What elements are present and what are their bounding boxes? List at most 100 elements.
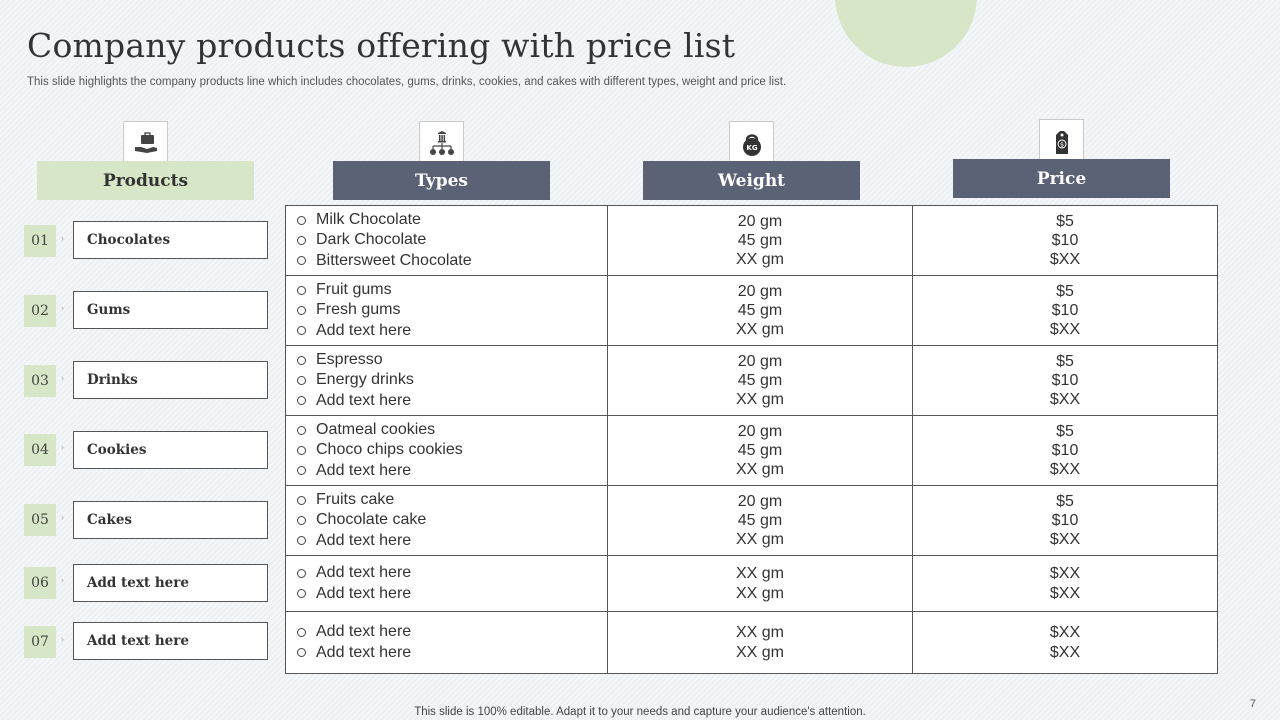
weight-value: 20 gm <box>737 422 783 440</box>
weight-value: XX gm <box>735 251 784 269</box>
bullet-icon <box>297 326 306 336</box>
product-label: Gums <box>73 291 268 329</box>
product-label: Cakes <box>73 501 268 539</box>
price-cell: $5 $10 $XX <box>912 485 1218 556</box>
page-number: 7 <box>1249 698 1256 710</box>
type-item: Fresh gums <box>316 301 401 319</box>
arrow-icon: › <box>61 512 64 522</box>
types-cell: Oatmeal cookies Choco chips cookies Add … <box>285 415 608 486</box>
type-item: Bittersweet Chocolate <box>316 251 472 269</box>
product-number: 02 <box>24 295 56 327</box>
price-value: $5 <box>1056 422 1074 440</box>
weight-value: XX gm <box>735 461 784 479</box>
weight-value: XX gm <box>735 643 784 661</box>
bullet-icon <box>297 515 306 525</box>
weight-cell: 20 gm 45 gm XX gm <box>607 345 913 416</box>
price-value: $10 <box>1051 371 1079 389</box>
price-value: $XX <box>1049 391 1081 409</box>
price-value: $10 <box>1051 231 1079 249</box>
product-label: Add text here <box>73 564 268 602</box>
bullet-icon <box>297 568 306 578</box>
page-title: Company products offering with price lis… <box>27 26 736 65</box>
table-row: Milk Chocolate Dark Chocolate Bitterswee… <box>285 205 1218 276</box>
price-header: Price <box>953 159 1170 198</box>
price-cell: $5 $10 $XX <box>912 415 1218 486</box>
hand-briefcase-icon <box>123 121 168 166</box>
type-item: Energy drinks <box>316 371 414 389</box>
price-value: $5 <box>1056 492 1074 510</box>
price-cell: $XX $XX <box>912 611 1218 674</box>
price-value: $XX <box>1049 624 1081 642</box>
weight-cell: XX gm XX gm <box>607 611 913 674</box>
type-item: Add text here <box>316 461 412 479</box>
arrow-icon: › <box>61 634 64 644</box>
bullet-icon <box>297 375 306 385</box>
weight-value: XX gm <box>735 531 784 549</box>
price-table: Milk Chocolate Dark Chocolate Bitterswee… <box>285 205 1218 674</box>
price-cell: $XX $XX <box>912 555 1218 612</box>
price-value: $5 <box>1056 212 1074 230</box>
type-item: Add text here <box>316 564 412 582</box>
types-cell: Espresso Energy drinks Add text here <box>285 345 608 416</box>
weight-cell: 20 gm 45 gm XX gm <box>607 485 913 556</box>
weight-cell: XX gm XX gm <box>607 555 913 612</box>
arrow-icon: › <box>61 575 64 585</box>
product-number: 07 <box>24 626 56 658</box>
weight-header: Weight <box>643 161 860 200</box>
product-label: Cookies <box>73 431 268 469</box>
arrow-icon: › <box>61 233 64 243</box>
bullet-icon <box>297 355 306 365</box>
type-item: Chocolate cake <box>316 511 427 529</box>
type-item: Add text here <box>316 643 412 661</box>
bullet-icon <box>297 215 306 225</box>
table-row: Add text here Add text here XX gm XX gm … <box>285 555 1218 612</box>
hierarchy-icon <box>419 121 464 166</box>
type-item: Fruit gums <box>316 281 392 299</box>
product-label: Drinks <box>73 361 268 399</box>
weight-value: XX gm <box>735 391 784 409</box>
type-item: Add text here <box>316 531 412 549</box>
kettlebell-icon: KG <box>729 121 774 166</box>
weight-value: 45 gm <box>737 371 783 389</box>
bullet-icon <box>297 305 306 315</box>
arrow-icon: › <box>61 442 64 452</box>
table-row: Fruit gums Fresh gums Add text here 20 g… <box>285 275 1218 346</box>
weight-cell: 20 gm 45 gm XX gm <box>607 415 913 486</box>
product-label: Chocolates <box>73 221 268 259</box>
type-item: Choco chips cookies <box>316 441 463 459</box>
decorative-circle <box>835 0 977 67</box>
weight-value: 45 gm <box>737 441 783 459</box>
weight-cell: 20 gm 45 gm XX gm <box>607 205 913 276</box>
weight-value: XX gm <box>735 321 784 339</box>
type-item: Milk Chocolate <box>316 211 421 229</box>
price-value: $5 <box>1056 352 1074 370</box>
price-cell: $5 $10 $XX <box>912 275 1218 346</box>
products-header: Products <box>37 161 254 200</box>
weight-value: 45 gm <box>737 511 783 529</box>
page-subtitle: This slide highlights the company produc… <box>27 76 787 88</box>
footer-note: This slide is 100% editable. Adapt it to… <box>414 706 866 718</box>
bullet-icon <box>297 256 306 266</box>
svg-text:KG: KG <box>746 144 757 152</box>
price-tag-icon: $ <box>1039 119 1084 164</box>
types-header: Types <box>333 161 550 200</box>
price-value: $10 <box>1051 441 1079 459</box>
types-cell: Fruit gums Fresh gums Add text here <box>285 275 608 346</box>
price-value: $XX <box>1049 461 1081 479</box>
bullet-icon <box>297 425 306 435</box>
type-item: Add text here <box>316 321 412 339</box>
type-item: Fruits cake <box>316 491 395 509</box>
weight-value: 20 gm <box>737 352 783 370</box>
bullet-icon <box>297 627 306 637</box>
price-value: $10 <box>1051 301 1079 319</box>
arrow-icon: › <box>61 373 64 383</box>
weight-value: 45 gm <box>737 231 783 249</box>
bullet-icon <box>297 589 306 599</box>
price-value: $XX <box>1049 321 1081 339</box>
price-value: $XX <box>1049 531 1081 549</box>
price-value: $XX <box>1049 584 1081 602</box>
type-item: Add text here <box>316 391 412 409</box>
svg-text:$: $ <box>1060 141 1064 148</box>
product-number: 06 <box>24 567 56 599</box>
bullet-icon <box>297 285 306 295</box>
